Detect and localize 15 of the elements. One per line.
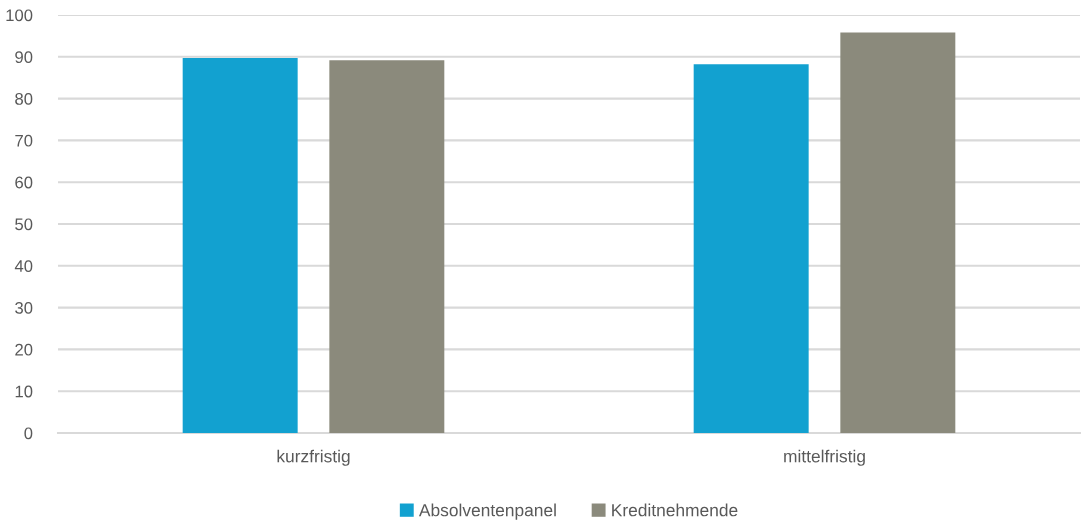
legend-label: Kreditnehmende	[612, 503, 738, 517]
x-tick-label: kurzfristig	[277, 449, 350, 466]
y-tick-label: 40	[14, 260, 33, 272]
y-tick-label: 20	[15, 343, 33, 356]
x-tick-label: mittelfristig	[784, 449, 865, 466]
y-tick-label: 50	[15, 218, 33, 231]
y-tick-label: 80	[15, 93, 33, 105]
y-tick-label: 70	[15, 134, 33, 147]
y-tick-label: 10	[15, 385, 33, 398]
y-tick-label: 0	[24, 427, 33, 440]
y-tick-label: 60	[15, 176, 33, 189]
y-tick-label: 90	[15, 51, 33, 63]
legend-label: Absolventenpanel	[418, 503, 556, 520]
y-tick-label: 30	[15, 302, 33, 314]
y-tick-label: 100	[6, 9, 33, 22]
